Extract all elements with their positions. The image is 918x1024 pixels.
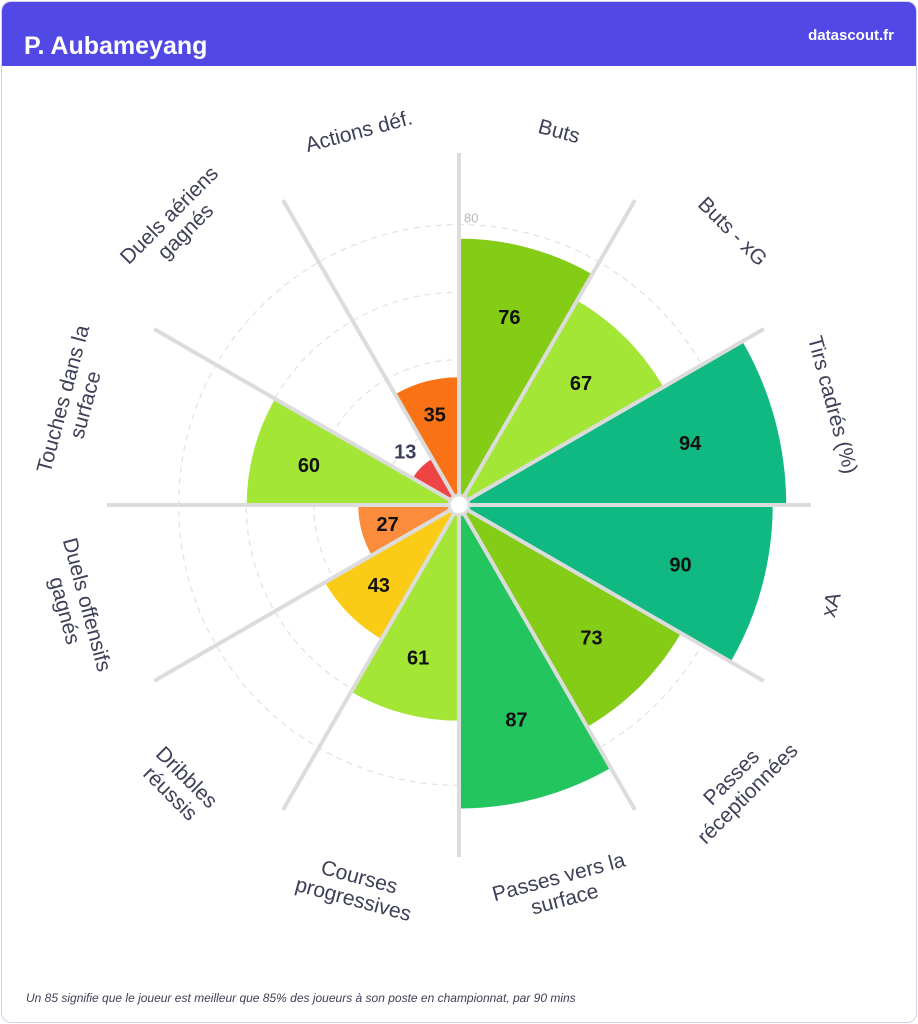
category-label-line: Buts (536, 115, 583, 148)
value-label: 73 (580, 628, 602, 650)
category-label-line: xA (817, 590, 846, 620)
radial-gridline (457, 504, 637, 811)
radial-gridline (458, 503, 765, 683)
category-label: xA (817, 590, 846, 620)
category-label-line: Actions déf. (303, 106, 415, 157)
radial-gridline (281, 199, 461, 506)
value-label: 60 (298, 455, 320, 477)
category-label: Tirs cadrés (%) (803, 334, 862, 477)
category-label-line: Tirs cadrés (%) (803, 334, 862, 477)
value-label: 67 (570, 373, 592, 395)
header-bar: P. Aubameyang datascout.fr (2, 2, 916, 66)
value-label: 94 (679, 433, 702, 455)
center-hub (447, 493, 471, 517)
radial-gridline (153, 503, 460, 683)
radial-gridline (153, 327, 460, 507)
radial-gridline (281, 504, 461, 811)
footnote: Un 85 signifie que le joueur est meilleu… (26, 991, 576, 1005)
value-label: 13 (394, 441, 416, 463)
value-label: 90 (669, 554, 691, 576)
radial-gridline (458, 327, 765, 507)
radial-gridline (457, 199, 637, 506)
brand-label: datascout.fr (808, 27, 894, 44)
value-label: 61 (407, 647, 429, 669)
category-label: Buts (536, 115, 583, 148)
category-label: Actions déf. (303, 106, 415, 157)
value-label: 76 (498, 307, 520, 329)
value-label: 87 (505, 709, 527, 731)
value-label: 35 (424, 405, 446, 427)
value-label: 27 (376, 514, 398, 536)
player-name: P. Aubameyang (24, 32, 208, 60)
value-label: 43 (368, 575, 390, 597)
ring-tick-label: 80 (464, 211, 478, 226)
